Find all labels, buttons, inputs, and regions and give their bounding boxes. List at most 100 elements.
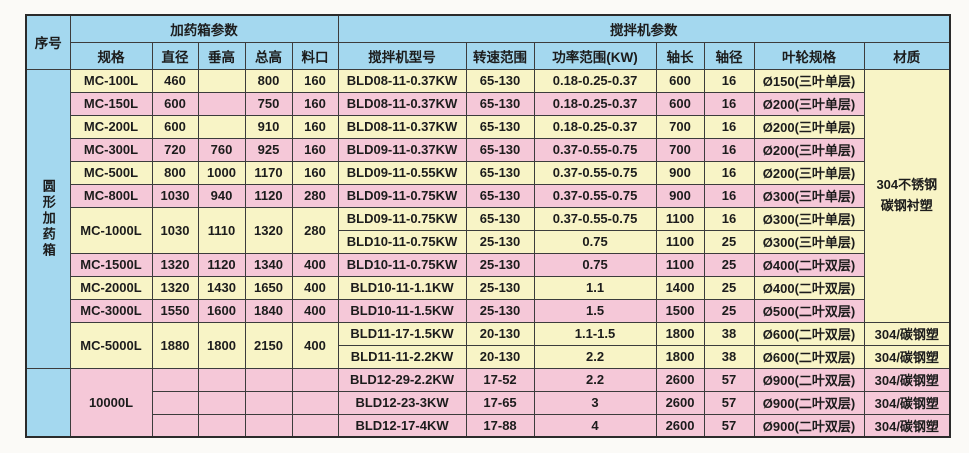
table-cell: 2150 <box>244 321 293 369</box>
table-cell: 65-130 <box>465 137 535 162</box>
table-cell: 1600 <box>197 298 246 323</box>
table-cell: 16 <box>703 183 755 208</box>
table-cell: BLD12-29-2.2KW <box>337 367 467 392</box>
table-cell: BLD10-11-1.5KW <box>337 298 467 323</box>
table-cell: 25-130 <box>465 275 535 300</box>
header-shaft-diameter: 轴径 <box>703 41 755 70</box>
table-cell: BLD12-17-4KW <box>337 413 467 438</box>
table-cell: 1170 <box>244 160 293 185</box>
header-vertical-height: 垂高 <box>197 41 246 70</box>
table-cell: 1320 <box>151 252 199 277</box>
header-tank-group: 加药箱参数 <box>69 14 339 43</box>
table-cell: MC-5000L <box>69 321 153 369</box>
table-cell <box>291 413 339 438</box>
table-cell: BLD11-17-1.5KW <box>337 321 467 346</box>
table-cell: 4 <box>533 413 657 438</box>
table-cell: 0.37-0.55-0.75 <box>533 137 657 162</box>
table-cell: 160 <box>291 137 339 162</box>
table-cell: 1430 <box>197 275 246 300</box>
table-cell: BLD09-11-0.55KW <box>337 160 467 185</box>
table-cell: 25 <box>703 229 755 254</box>
table-cell: 0.37-0.55-0.75 <box>533 183 657 208</box>
table-cell: 304/碳钢塑 <box>863 344 951 369</box>
table-cell: 1800 <box>197 321 246 369</box>
table-cell: 700 <box>655 114 705 139</box>
table-cell: 400 <box>291 252 339 277</box>
table-cell: 65-130 <box>465 68 535 93</box>
table-cell: 17-52 <box>465 367 535 392</box>
table-cell: 1120 <box>197 252 246 277</box>
table-row: MC-1500L 1320 1120 1340 400 BLD10-11-0.75KW 25… <box>26 252 950 277</box>
table-row: MC-5000L 1880 1800 2150 400 BLD11-17-1.5KW 20-… <box>26 321 951 369</box>
table-cell: 57 <box>703 390 755 415</box>
table-cell: 10000L <box>69 367 153 438</box>
table-cell: 25-130 <box>465 252 535 277</box>
table-cell: 600 <box>655 68 705 93</box>
table-row: MC-150L 600 750 160 BLD08-11-0.37KW 65-130 0.1… <box>26 91 950 116</box>
table-cell: MC-200L <box>69 114 153 139</box>
table-cell: 280 <box>291 206 339 254</box>
table-cell: 16 <box>703 91 755 116</box>
table-cell: 17-88 <box>465 413 535 438</box>
table-cell: 20-130 <box>465 344 535 369</box>
table-cell: BLD10-11-1.1KW <box>337 275 467 300</box>
header-mixer-model: 搅拌机型号 <box>337 41 467 70</box>
table-cell <box>197 114 246 139</box>
table-cell: 16 <box>703 137 755 162</box>
table-cell <box>244 367 293 392</box>
table-cell: Ø200(三叶单层) <box>753 160 865 185</box>
table-cell: 1880 <box>151 321 199 369</box>
table-cell: MC-300L <box>69 137 153 162</box>
table-cell: 1030 <box>151 183 199 208</box>
table-cell: 304/碳钢塑 <box>863 413 951 438</box>
table-cell: 0.75 <box>533 229 657 254</box>
table-cell: 750 <box>244 91 293 116</box>
table-cell: Ø300(三叶单层) <box>753 183 865 208</box>
header-columns-row: 规格 直径 垂高 总高 料口 搅拌机型号 转速范围 功率范围(KW) 轴长 轴径… <box>26 41 951 70</box>
table-cell: Ø150(三叶单层) <box>753 68 865 93</box>
header-serial: 序号 <box>25 14 71 70</box>
table-cell: BLD12-23-3KW <box>337 390 467 415</box>
table-cell: 1550 <box>151 298 199 323</box>
table-row: MC-800L 1030 940 1120 280 BLD09-11-0.75KW 65-1… <box>26 183 950 208</box>
table-cell: 0.75 <box>533 252 657 277</box>
table-cell: Ø600(二叶双层) <box>753 344 865 369</box>
table-body: 圆形加药箱 MC-100L 460 800 160 BLD08-11-0.37KW 65-1… <box>25 68 951 438</box>
header-spec: 规格 <box>69 41 153 70</box>
table-cell: 600 <box>655 91 705 116</box>
table-cell: 160 <box>291 114 339 139</box>
table-cell: 800 <box>151 160 199 185</box>
table-cell: 16 <box>703 206 755 231</box>
table-cell: 1840 <box>244 298 293 323</box>
table-header: 序号 加药箱参数 搅拌机参数 规格 直径 垂高 总高 料口 搅拌机型号 转速范围… <box>25 14 951 70</box>
table-cell: 17-65 <box>465 390 535 415</box>
header-speed-range: 转速范围 <box>465 41 535 70</box>
table-cell: 65-130 <box>465 91 535 116</box>
table-cell: Ø500(二叶双层) <box>753 298 865 323</box>
table-row: BLD12-17-4KW 17-88 4 2600 57 Ø900(二叶双层) 304/碳钢… <box>26 413 951 438</box>
table-cell: 16 <box>703 160 755 185</box>
table-cell: 2600 <box>655 367 705 392</box>
table-cell: 1100 <box>655 229 705 254</box>
table-cell: 400 <box>291 321 339 369</box>
table-cell: MC-3000L <box>69 298 153 323</box>
table-cell: 65-130 <box>465 206 535 231</box>
table-cell: Ø900(二叶双层) <box>753 413 865 438</box>
table-cell <box>291 367 339 392</box>
spec-table-container: 序号 加药箱参数 搅拌机参数 规格 直径 垂高 总高 料口 搅拌机型号 转速范围… <box>25 14 952 438</box>
table-cell: 1650 <box>244 275 293 300</box>
table-cell: 0.18-0.25-0.37 <box>533 114 657 139</box>
header-material: 材质 <box>863 41 951 70</box>
table-cell: 25 <box>703 252 755 277</box>
table-cell: 304/碳钢塑 <box>863 367 951 392</box>
table-row: MC-2000L 1320 1430 1650 400 BLD10-11-1.1KW 25-… <box>26 275 950 300</box>
table-cell: 160 <box>291 68 339 93</box>
table-cell: 1.1-1.5 <box>533 321 657 346</box>
table-cell: 0.37-0.55-0.75 <box>533 206 657 231</box>
table-cell: Ø200(三叶单层) <box>753 137 865 162</box>
table-cell: 900 <box>655 160 705 185</box>
table-cell: 940 <box>197 183 246 208</box>
table-cell: 760 <box>197 137 246 162</box>
table-cell: 1100 <box>655 252 705 277</box>
table-cell: 600 <box>151 114 199 139</box>
